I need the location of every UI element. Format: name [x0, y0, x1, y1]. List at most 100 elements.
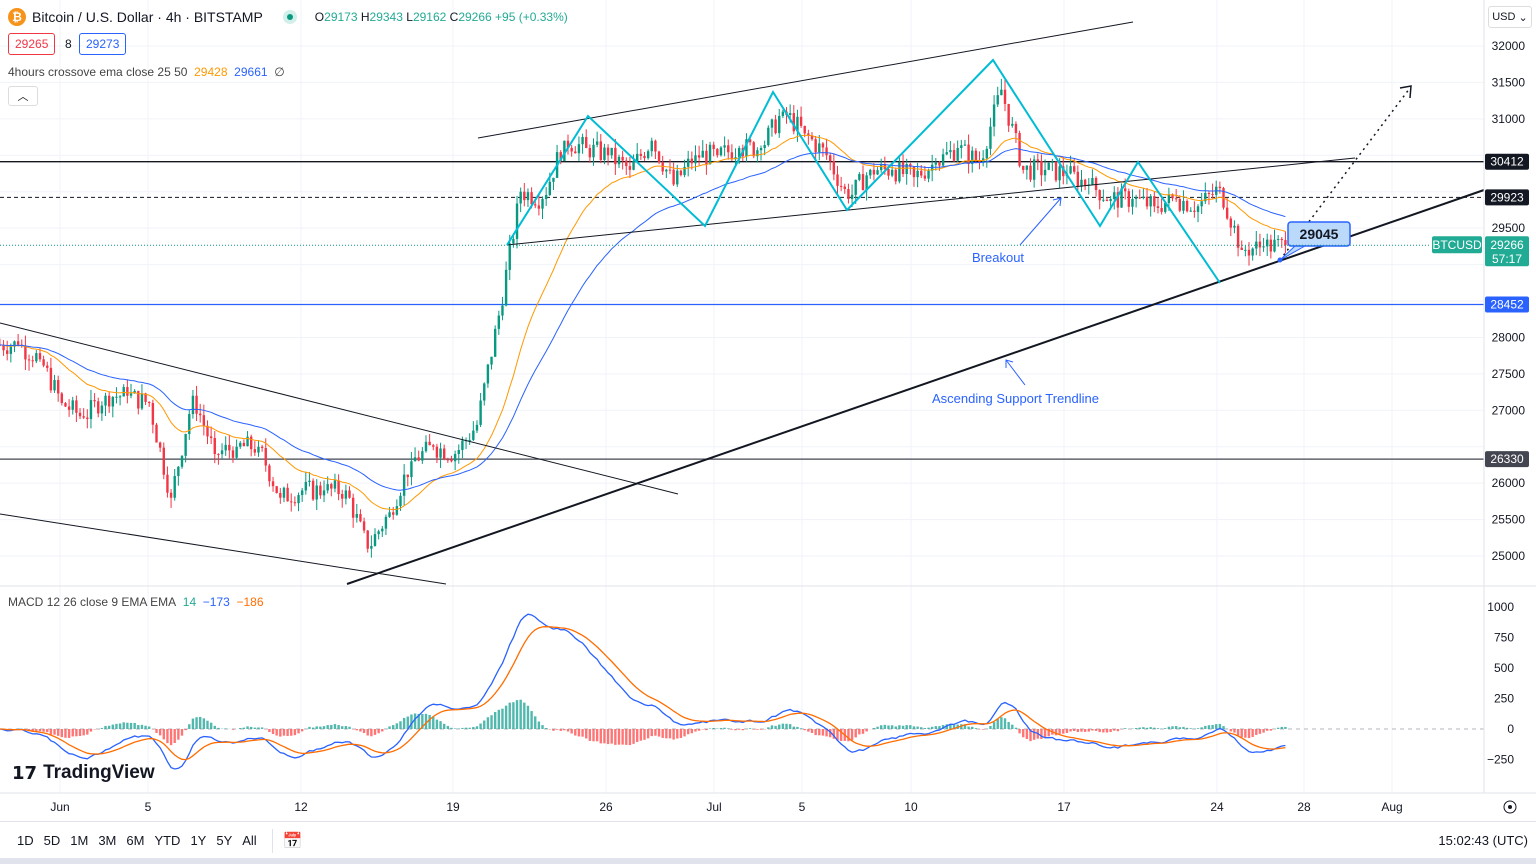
candle: [1073, 166, 1076, 172]
candle: [1105, 199, 1109, 202]
candle: [927, 170, 930, 179]
candle: [1262, 246, 1265, 248]
candle: [923, 175, 927, 179]
macd-histogram-bar: [974, 728, 978, 729]
candle: [1156, 206, 1160, 209]
candle: [450, 459, 453, 462]
candle: [879, 164, 883, 171]
indicator-legend[interactable]: 4hours crossove ema close 25 50 29428 29…: [8, 65, 285, 79]
sell-button[interactable]: 29265: [8, 33, 56, 55]
macd-histogram-bar: [818, 729, 821, 736]
macd-pane: [0, 613, 1287, 770]
symbol-legend[interactable]: ₿ Bitcoin / U.S. Dollar · 4h · BITSTAMP …: [8, 8, 568, 26]
range-ytd[interactable]: YTD: [154, 833, 181, 848]
macd-histogram-bar: [38, 729, 42, 732]
candle: [220, 450, 224, 455]
macd-histogram-bar: [137, 725, 140, 729]
zigzag-pattern: [506, 58, 1221, 284]
macd-histogram-bar: [355, 729, 358, 731]
macd-legend[interactable]: MACD 12 26 close 9 EMA EMA 14 −173 −186: [8, 595, 264, 609]
range-5d[interactable]: 5D: [43, 833, 61, 848]
candle: [439, 448, 442, 458]
time-axis[interactable]: Jun 5 12 19 26 Jul 5 10 17 24 28 Aug: [50, 800, 1402, 814]
candle: [1080, 179, 1083, 187]
range-1d[interactable]: 1D: [17, 833, 34, 848]
macd-histogram-bar: [217, 727, 220, 729]
range-3m[interactable]: 3M: [98, 833, 117, 848]
settings-icon[interactable]: [1503, 800, 1517, 814]
horizontal-levels[interactable]: [0, 161, 1484, 460]
macd-histogram-bar: [1178, 727, 1182, 729]
candle: [410, 461, 413, 478]
macd-histogram-bar: [122, 722, 125, 729]
macd-histogram-bar: [493, 712, 497, 729]
macd-histogram-bar: [333, 724, 337, 729]
macd-histogram-bar: [464, 727, 468, 729]
macd-histogram-bar: [577, 729, 581, 737]
macd-tick-label: 500: [1494, 661, 1514, 675]
candle: [64, 403, 67, 407]
macd-histogram-bar: [1189, 728, 1192, 729]
macd-histogram-bar: [468, 727, 471, 729]
candle: [1207, 193, 1211, 195]
macd-histogram-bar: [1236, 729, 1240, 736]
macd-histogram-bar: [686, 729, 690, 735]
candle: [581, 136, 584, 145]
candle: [1233, 225, 1236, 228]
macd-histogram-bar: [639, 729, 643, 741]
candle: [75, 400, 78, 413]
drawings[interactable]: [0, 21, 1485, 585]
candle: [1131, 199, 1134, 207]
candle: [628, 166, 632, 170]
price-axis[interactable]: 25000 25500 26000 27000 27500 28000 29500 31000…: [1487, 39, 1525, 767]
candle: [322, 490, 326, 496]
clock[interactable]: 15:02:43 (UTC): [1438, 833, 1528, 848]
currency-select[interactable]: USD ⌄: [1488, 6, 1532, 28]
chart-canvas[interactable]: 29045 Breakout Ascending Support Trendli…: [0, 0, 1536, 821]
macd-histogram-bar: [890, 725, 894, 729]
candle: [552, 177, 555, 182]
candle: [330, 484, 333, 489]
macd-histogram-bar: [1040, 729, 1043, 739]
macd-histogram-bar: [694, 729, 697, 732]
macd-histogram-bar: [260, 727, 264, 729]
macd-histogram-bar: [504, 705, 508, 729]
macd-histogram-bar: [1174, 726, 1178, 729]
candle: [850, 194, 854, 200]
candle: [144, 393, 147, 402]
candle: [279, 492, 282, 498]
macd-histogram-bar: [748, 728, 752, 729]
collapse-legend-button[interactable]: ︿: [8, 86, 38, 106]
level-label: 29923: [1490, 190, 1524, 204]
range-all[interactable]: All: [242, 833, 257, 848]
buy-button[interactable]: 29273: [79, 33, 127, 55]
macd-histogram-bar: [767, 727, 770, 729]
level-label: 28452: [1490, 298, 1524, 312]
candle: [1200, 201, 1203, 207]
candle: [949, 150, 952, 153]
candle: [570, 147, 573, 152]
range-6m[interactable]: 6M: [126, 833, 145, 848]
candle: [1255, 241, 1258, 249]
macd-histogram-bar: [1062, 729, 1065, 734]
range-1m[interactable]: 1M: [70, 833, 89, 848]
macd-histogram-bar: [1196, 728, 1200, 729]
candle: [395, 506, 399, 515]
macd-tick-label: 250: [1494, 692, 1514, 706]
range-1y[interactable]: 1Y: [190, 833, 207, 848]
time-tick-label: 17: [1057, 800, 1071, 814]
candle: [1083, 179, 1087, 186]
macd-histogram-bar: [683, 729, 686, 737]
calendar-icon[interactable]: 📅: [282, 832, 303, 850]
candle: [839, 185, 843, 187]
candle: [723, 145, 726, 148]
candle: [71, 400, 74, 410]
macd-histogram-bar: [1098, 729, 1101, 733]
candle: [264, 448, 267, 466]
candle: [35, 353, 38, 362]
candle: [293, 502, 297, 504]
candle: [46, 365, 49, 368]
macd-histogram-bar: [563, 729, 566, 731]
range-5y[interactable]: 5Y: [216, 833, 233, 848]
macd-histogram-bar: [774, 725, 777, 729]
